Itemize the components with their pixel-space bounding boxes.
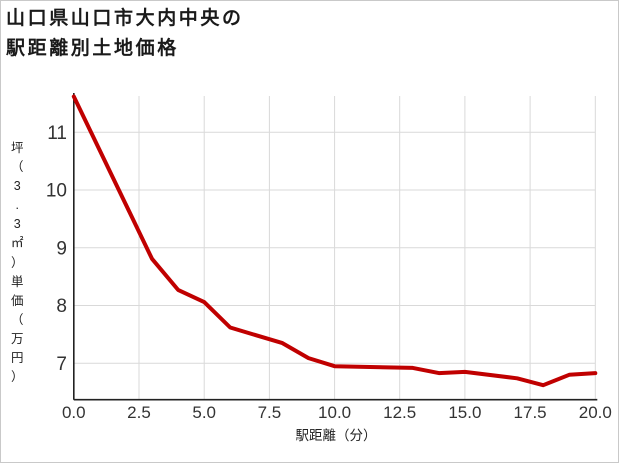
svg-text:7: 7 bbox=[56, 354, 67, 375]
svg-text:0.0: 0.0 bbox=[62, 403, 86, 422]
svg-text:10.0: 10.0 bbox=[318, 403, 351, 422]
svg-text:9: 9 bbox=[56, 239, 67, 260]
svg-text:11: 11 bbox=[47, 123, 67, 144]
svg-text:20.0: 20.0 bbox=[579, 403, 612, 422]
svg-text:駅距離（分）: 駅距離（分） bbox=[296, 428, 377, 443]
svg-text:15.0: 15.0 bbox=[448, 403, 481, 422]
svg-text:2.5: 2.5 bbox=[127, 403, 151, 422]
svg-text:17.5: 17.5 bbox=[514, 403, 547, 422]
svg-text:12.5: 12.5 bbox=[383, 403, 416, 422]
svg-text:8: 8 bbox=[56, 296, 67, 317]
svg-text:5.0: 5.0 bbox=[192, 403, 216, 422]
svg-text:7.5: 7.5 bbox=[258, 403, 282, 422]
svg-text:10: 10 bbox=[46, 181, 67, 202]
